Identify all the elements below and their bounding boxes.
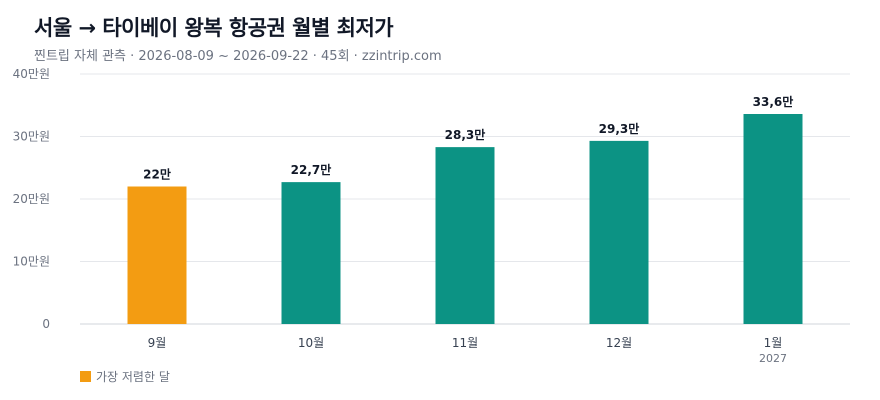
- bar-value-label: 22만: [143, 167, 171, 182]
- y-tick-label: 30만원: [13, 130, 50, 144]
- bar-value-label: 29,3만: [599, 121, 640, 136]
- chart-legend: 가장 저렴한 달: [80, 368, 170, 385]
- bar-value-label: 22,7만: [291, 162, 332, 177]
- bar-value-label: 28,3만: [445, 127, 486, 142]
- y-tick-label: 40만원: [13, 67, 50, 81]
- x-tick-label: 12월: [606, 336, 632, 350]
- y-tick-label: 20만원: [13, 192, 50, 206]
- bar: [743, 114, 803, 324]
- x-tick-label: 10월: [298, 336, 324, 350]
- chart-subtitle: 찐트립 자체 관측 · 2026-08-09 ~ 2026-09-22 · 45…: [34, 49, 442, 64]
- y-tick-label: 10만원: [13, 255, 50, 269]
- y-tick-label: 0: [42, 317, 50, 331]
- x-tick-sublabel: 2027: [759, 352, 787, 365]
- legend-label-highlight: 가장 저렴한 달: [96, 370, 170, 384]
- chart-title: 서울 → 타이베이 왕복 항공권 월별 최저가: [34, 16, 394, 40]
- x-tick-label: 11월: [452, 336, 478, 350]
- legend-swatch-highlight: [80, 371, 91, 382]
- bar: [281, 182, 341, 324]
- bar: [435, 147, 495, 324]
- bar: [589, 140, 649, 324]
- bar: [127, 186, 187, 324]
- bar-value-label: 33,6만: [753, 94, 794, 109]
- x-tick-label: 9월: [148, 336, 167, 350]
- x-tick-label: 1월: [764, 336, 783, 350]
